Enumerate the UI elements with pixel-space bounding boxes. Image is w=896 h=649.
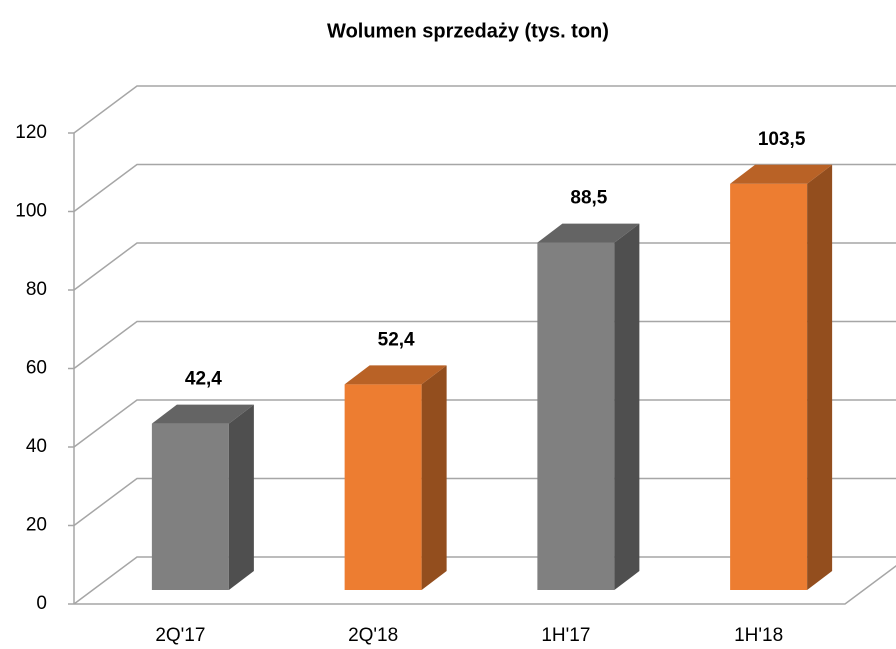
value-label: 103,5 bbox=[758, 129, 806, 150]
y-tick-label: 40 bbox=[26, 436, 47, 457]
grid-line bbox=[73, 85, 896, 134]
bar-top bbox=[344, 365, 447, 385]
bar-front bbox=[730, 183, 808, 590]
grid-line bbox=[73, 242, 896, 291]
bar-front bbox=[151, 423, 229, 590]
y-tick-label: 120 bbox=[15, 122, 47, 143]
bar-side bbox=[228, 404, 254, 590]
x-tick-label: 1H'18 bbox=[734, 625, 783, 646]
chart-title: Wolumen sprzedaży (tys. ton) bbox=[327, 20, 609, 42]
bar-top bbox=[730, 164, 833, 184]
x-tick-label: 1H'17 bbox=[541, 625, 590, 646]
bar bbox=[537, 223, 640, 590]
bar-top bbox=[151, 404, 254, 424]
value-label: 42,4 bbox=[185, 369, 222, 390]
bar bbox=[151, 404, 254, 590]
grid-line bbox=[73, 163, 896, 213]
floor bbox=[74, 565, 896, 605]
bar-side bbox=[807, 164, 833, 590]
bar bbox=[344, 365, 447, 590]
value-label: 52,4 bbox=[378, 329, 415, 350]
bar-top bbox=[537, 223, 640, 243]
y-tick-label: 80 bbox=[26, 279, 47, 300]
grid-line bbox=[73, 320, 896, 370]
bar-side bbox=[614, 223, 640, 590]
bar-side bbox=[421, 365, 447, 590]
x-tick-label: 2Q'17 bbox=[155, 625, 205, 646]
x-tick-label: 2Q'18 bbox=[348, 625, 398, 646]
bar-front bbox=[537, 242, 615, 590]
y-tick-label: 20 bbox=[26, 515, 47, 536]
value-label: 88,5 bbox=[570, 188, 607, 209]
grid-line bbox=[73, 477, 896, 527]
grid-line bbox=[73, 556, 896, 605]
y-tick-label: 60 bbox=[26, 358, 47, 379]
y-tick-label: 100 bbox=[15, 201, 47, 222]
grid-line bbox=[73, 399, 896, 448]
bar-front bbox=[344, 384, 422, 590]
bar bbox=[730, 164, 833, 590]
y-tick-label: 0 bbox=[36, 593, 47, 614]
